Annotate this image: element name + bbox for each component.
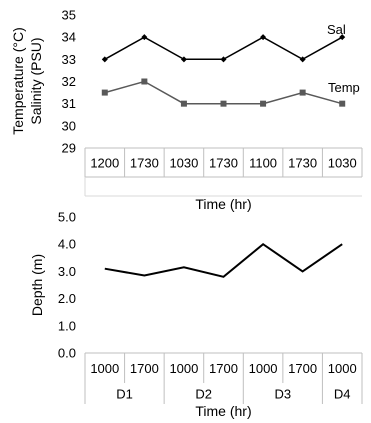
y-tick-label: 29 [62, 141, 76, 156]
series-line-temp [104, 80, 343, 105]
y-tick-label: 0.0 [58, 346, 76, 361]
series-line-sal [104, 36, 343, 61]
y-tick-label: 30 [62, 118, 76, 133]
x-tick-label: 1730 [130, 156, 159, 171]
y-tick-label: 33 [62, 52, 76, 67]
data-point-sal [299, 56, 306, 63]
y-tick-label: 2.0 [58, 291, 76, 306]
y-axis-title-line2: Salinity (PSU) [28, 37, 44, 124]
group-label: D2 [195, 387, 212, 402]
x-tick-label: 1200 [90, 156, 119, 171]
data-point-sal [101, 56, 108, 63]
x-tick-label: 1000 [169, 361, 198, 376]
x-tick-label: 1100 [249, 156, 277, 171]
y-tick-label: 32 [62, 74, 76, 89]
data-point-temp [141, 78, 148, 85]
y-tick-label: 5.0 [58, 210, 76, 225]
x-tick-label: 1730 [288, 156, 317, 171]
data-point-temp [180, 100, 187, 107]
y-axis-title-line1: Temperature (°C) [10, 27, 26, 135]
y-tick-label: 4.0 [58, 237, 76, 252]
x-tick-label: 1000 [249, 361, 278, 376]
data-point-sal [141, 34, 148, 41]
data-point-sal [180, 56, 187, 63]
x-axis-title: Time (hr) [195, 196, 251, 212]
data-point-temp [101, 89, 108, 96]
x-tick-label: 1700 [130, 361, 159, 376]
x-tick-label: 1000 [90, 361, 119, 376]
group-label: D4 [334, 387, 351, 402]
data-point-temp [299, 89, 306, 96]
data-point-temp [220, 100, 227, 107]
data-point-temp [339, 100, 346, 107]
x-tick-label: 1700 [288, 361, 317, 376]
y-tick-label: 3.0 [58, 264, 76, 279]
x-axis-title: Time (hr) [195, 403, 251, 419]
y-tick-label: 35 [62, 8, 76, 23]
y-tick-label: 1.0 [58, 318, 76, 333]
y-tick-label: 34 [62, 30, 76, 45]
x-tick-label: 1000 [328, 361, 357, 376]
x-tick-label: 1030 [328, 156, 357, 171]
data-point-sal [220, 56, 227, 63]
series-line-depth [104, 242, 343, 278]
y-tick-label: 31 [62, 96, 76, 111]
x-tick-label: 1030 [169, 156, 198, 171]
x-tick-label: 1730 [209, 156, 238, 171]
group-label: D1 [116, 387, 133, 402]
data-point-temp [260, 100, 267, 107]
x-tick-label: 1700 [209, 361, 238, 376]
group-label: D3 [275, 387, 292, 402]
series-label-sal: Sal [327, 22, 346, 37]
data-point-sal [339, 34, 346, 41]
y-axis-title: Depth (m) [29, 254, 45, 316]
series-label-temp: Temp [328, 80, 360, 95]
data-point-sal [260, 34, 267, 41]
